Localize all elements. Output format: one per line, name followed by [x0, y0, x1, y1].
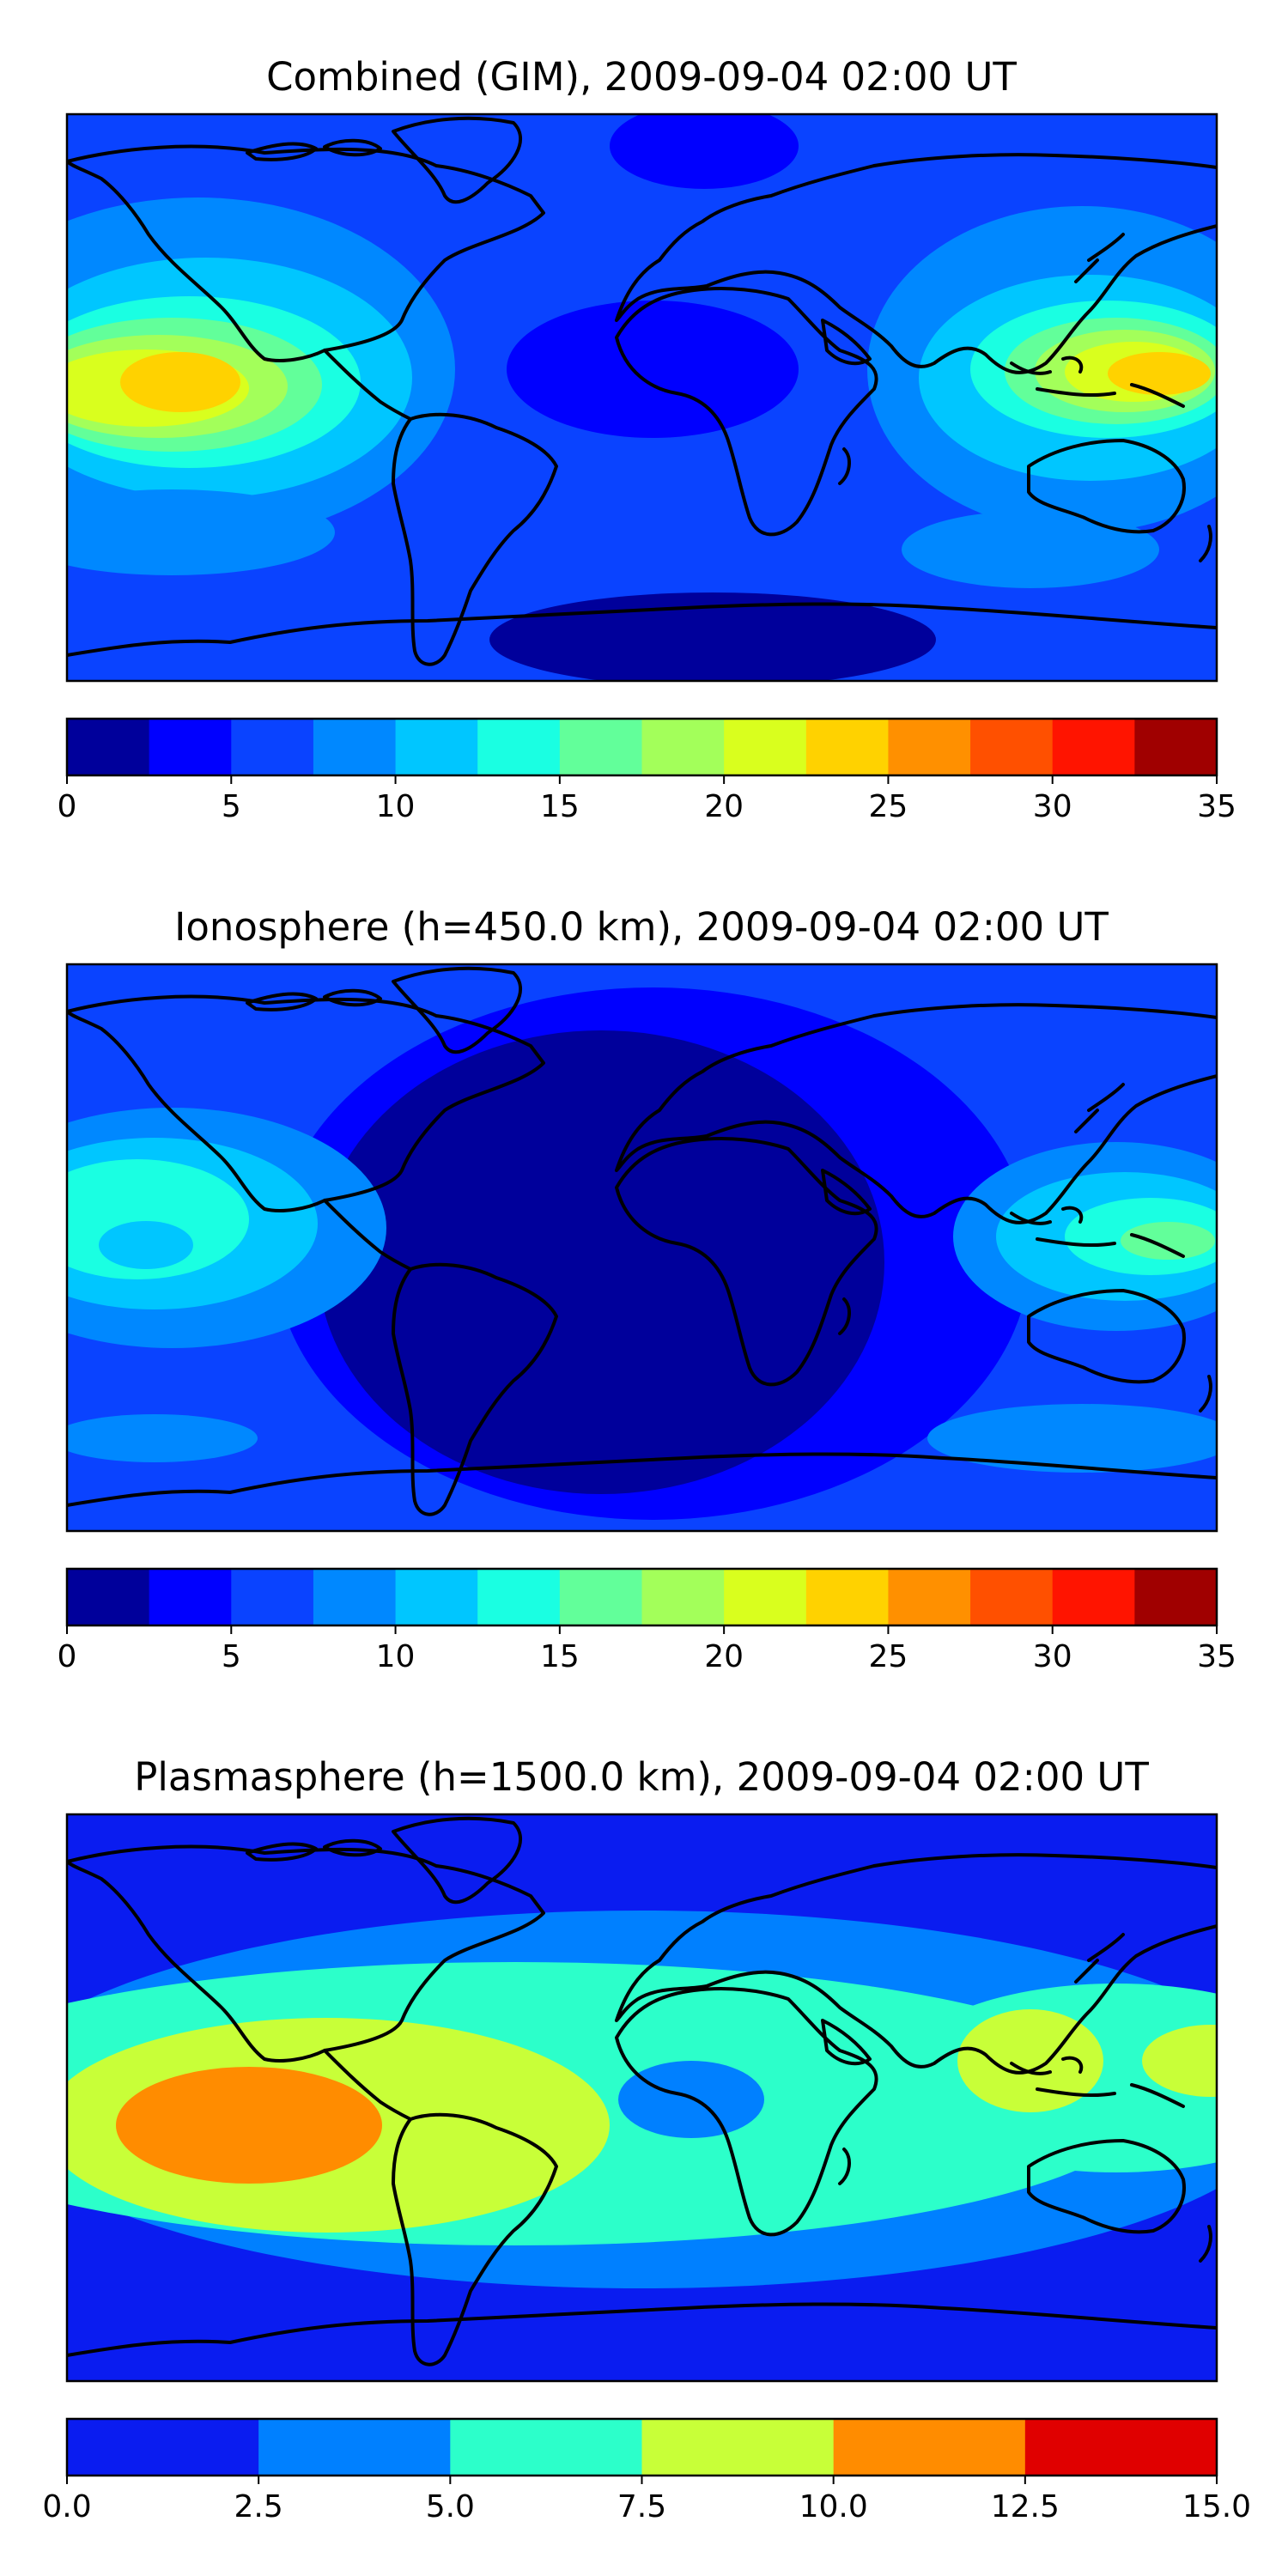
panel-title: Ionosphere (h=450.0 km), 2009-09-04 02:0… — [174, 904, 1109, 950]
colorbar-tick-label: 35 — [1197, 789, 1236, 824]
contour-field — [67, 964, 1217, 1531]
colorbar-segment — [559, 1569, 642, 1625]
colorbar-segment — [395, 1569, 478, 1625]
colorbar-segment — [231, 1569, 314, 1625]
colorbar-tick-label: 5 — [222, 1639, 241, 1674]
colorbar-segment — [888, 719, 971, 775]
colorbar-segment — [1134, 719, 1218, 775]
colorbar-frame — [65, 1567, 1218, 1627]
colorbar-tick-label: 10.0 — [799, 2489, 868, 2524]
colorbar-segment — [970, 719, 1054, 775]
colorbar-tick-label: 10 — [376, 1639, 416, 1674]
colorbar-tick-label: 0 — [58, 789, 77, 824]
colorbar-tick-label: 2.5 — [234, 2489, 283, 2524]
colorbar-segment — [641, 2419, 835, 2476]
colorbar-tick-label: 15 — [540, 1639, 580, 1674]
tec-map-plasmasphere — [65, 1813, 1218, 2383]
colorbar-segment — [559, 719, 642, 775]
contour-field — [67, 1814, 1217, 2381]
colorbar-segment — [67, 719, 150, 775]
colorbar-segment — [258, 2419, 451, 2476]
colorbar-tick-label: 7.5 — [617, 2489, 666, 2524]
colorbar-segment — [67, 2419, 259, 2476]
colorbar-segment — [450, 2419, 642, 2476]
colorbar-segment — [805, 719, 889, 775]
colorbar-segment — [970, 1569, 1054, 1625]
colorbar-tick-label: 15.0 — [1182, 2489, 1251, 2524]
colorbar-tick-label: 30 — [1033, 789, 1072, 824]
colorbar-tick-label: 15 — [540, 789, 580, 824]
colorbar-tick-label: 0.0 — [42, 2489, 91, 2524]
colorbar-tick-label: 10 — [376, 789, 416, 824]
colorbar-tick-label: 20 — [704, 1639, 744, 1674]
colorbar-combined: 0 5 10 15 20 25 30 35 — [58, 717, 1236, 824]
colorbar-tick-label: 20 — [704, 789, 744, 824]
map-frame — [65, 1813, 1218, 2383]
colorbar-segment — [313, 1569, 397, 1625]
contour-field — [67, 114, 1217, 681]
colorbar-segment — [724, 719, 807, 775]
colorbar-segment — [67, 1569, 150, 1625]
colorbar-tick-label: 30 — [1033, 1639, 1072, 1674]
map-frame — [65, 112, 1218, 683]
tec-map-ionosphere — [65, 963, 1218, 1533]
colorbar-segment — [833, 2419, 1026, 2476]
colorbar-segment — [805, 1569, 889, 1625]
colorbar-segment — [395, 719, 478, 775]
colorbar-tick-label: 12.5 — [991, 2489, 1060, 2524]
colorbar-segment — [313, 719, 397, 775]
map-frame — [65, 963, 1218, 1533]
colorbar-segment — [724, 1569, 807, 1625]
colorbar-segment — [1134, 1569, 1218, 1625]
colorbar-plasmasphere: 0.0 2.5 5.0 7.5 10.0 12.5 15.0 — [42, 2417, 1251, 2524]
panel-title: Combined (GIM), 2009-09-04 02:00 UT — [266, 54, 1017, 100]
colorbar-tick-label: 5.0 — [426, 2489, 475, 2524]
colorbar-tick-label: 25 — [869, 789, 908, 824]
colorbar-tick-label: 0 — [58, 1639, 77, 1674]
colorbar-segment — [1052, 719, 1135, 775]
colorbar-frame — [65, 717, 1218, 777]
colorbar-segment — [149, 719, 232, 775]
colorbar-segment — [641, 719, 725, 775]
tec-map-combined — [65, 112, 1218, 683]
colorbar-tick-label: 35 — [1197, 1639, 1236, 1674]
colorbar-segment — [1024, 2419, 1218, 2476]
colorbar-segment — [231, 719, 314, 775]
colorbar-segment — [477, 719, 561, 775]
colorbar-segment — [1052, 1569, 1135, 1625]
colorbar-ionosphere: 0 5 10 15 20 25 30 35 — [58, 1567, 1236, 1674]
colorbar-tick-label: 5 — [222, 789, 241, 824]
colorbar-segment — [888, 1569, 971, 1625]
colorbar-segment — [477, 1569, 561, 1625]
colorbar-segment — [641, 1569, 725, 1625]
colorbar-tick-label: 25 — [869, 1639, 908, 1674]
colorbar-segment — [149, 1569, 232, 1625]
panel-title: Plasmasphere (h=1500.0 km), 2009-09-04 0… — [134, 1754, 1149, 1800]
